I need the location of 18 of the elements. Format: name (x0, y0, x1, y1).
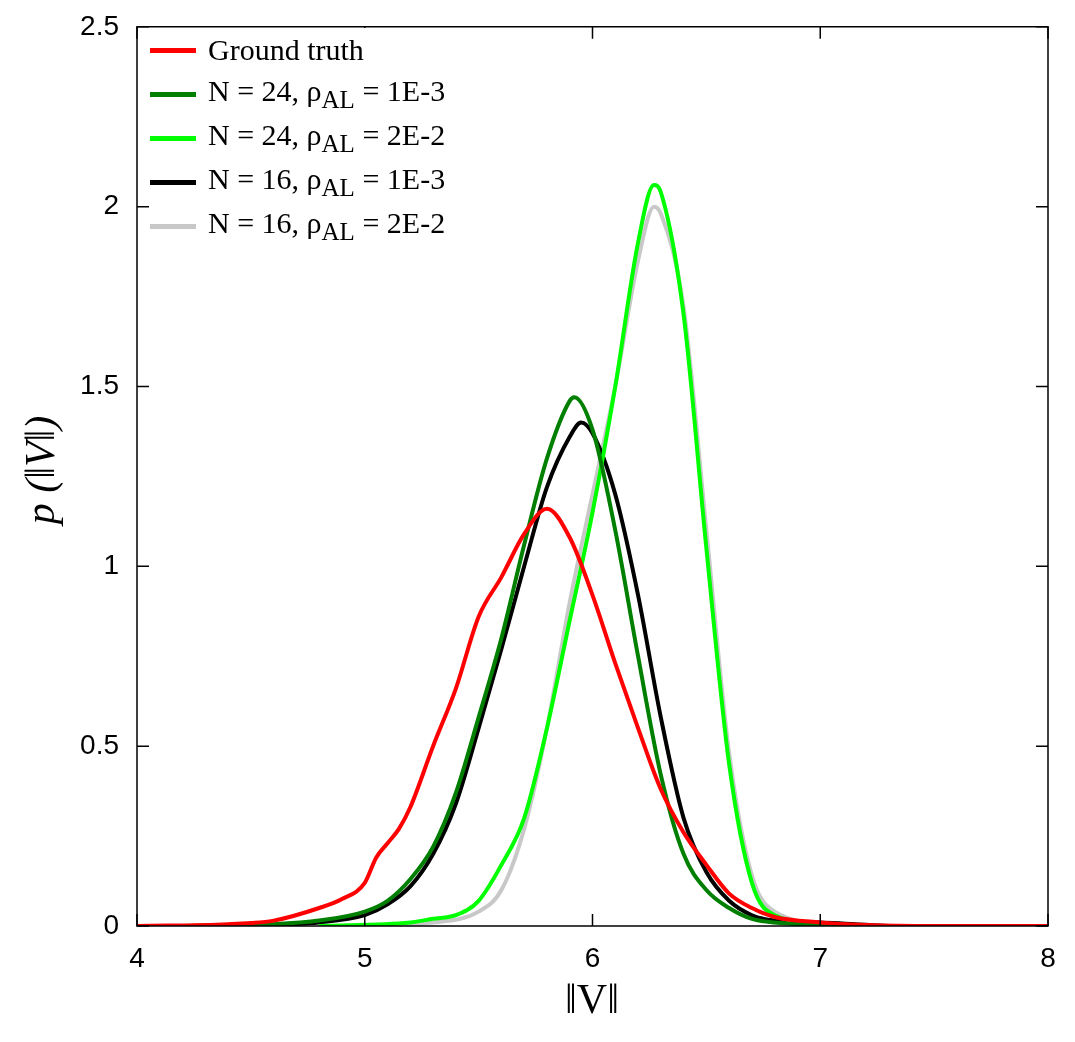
y-tick-label: 0.5 (80, 728, 119, 760)
legend-label: N = 16, ρ$_{AL}$ = 1E-3 (208, 162, 446, 202)
x-tick-label: 7 (812, 941, 829, 973)
legend-label: Ground truth (208, 33, 364, 67)
y-tick-label: 2 (103, 189, 119, 221)
x-axis-title: ‖V‖ (565, 975, 619, 1023)
legend-label: N = 24, ρ$_{AL}$ = 1E-3 (208, 74, 446, 114)
y-tick-label: 2.5 (80, 9, 119, 41)
x-tick-label: 8 (1040, 941, 1056, 973)
legend-label: N = 16, ρ$_{AL}$ = 2E-2 (208, 206, 446, 246)
x-tick-label: 6 (584, 941, 601, 973)
x-tick-label: 5 (356, 941, 373, 973)
legend-label: N = 24, ρ$_{AL}$ = 2E-2 (208, 118, 446, 158)
y-axis-title: p (‖V‖) (16, 415, 64, 525)
y-tick-label: 1.5 (80, 369, 119, 401)
x-tick-label: 4 (129, 941, 145, 973)
y-tick-label: 0 (103, 908, 119, 940)
y-tick-label: 1 (103, 549, 119, 581)
